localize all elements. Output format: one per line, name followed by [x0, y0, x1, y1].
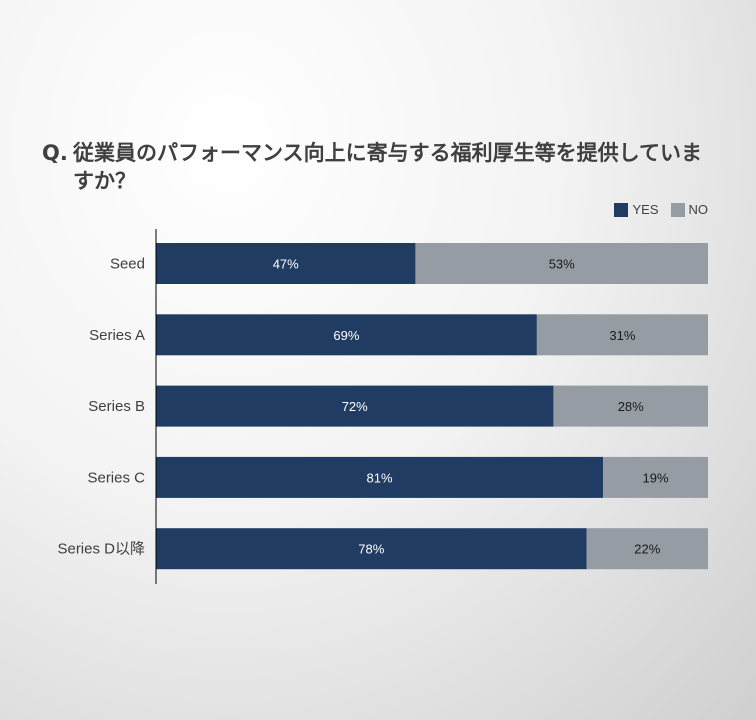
data-label-yes-series-c: 81%	[367, 470, 393, 485]
data-label-no-series-b: 28%	[618, 399, 644, 414]
chart-title: Q. 従業員のパフォーマンス向上に寄与する福利厚生等を提供していますか？	[42, 139, 722, 195]
bar-no-series-c	[603, 456, 708, 498]
bar-yes-series-a	[156, 314, 537, 356]
data-label-yes-seed: 47%	[273, 257, 299, 272]
legend: YES NO	[602, 202, 708, 217]
data-label-no-seed: 53%	[549, 257, 575, 272]
data-label-no-series-a: 31%	[609, 328, 635, 343]
category-label-series-c: Series C	[87, 469, 145, 486]
data-label-yes-series-b: 72%	[342, 399, 368, 414]
category-label-seed: Seed	[110, 256, 145, 273]
legend-swatch-yes	[614, 202, 629, 217]
legend-swatch-no	[670, 202, 685, 217]
data-label-no-series-d: 22%	[634, 542, 660, 557]
bar-yes-series-b	[156, 385, 554, 427]
bar-no-series-d	[586, 528, 708, 570]
legend-label-yes: YES	[632, 202, 659, 217]
legend-item-yes: YES	[614, 202, 659, 217]
legend-item-no: NO	[670, 202, 709, 217]
category-label-series-b: Series B	[88, 398, 145, 415]
bar-no-series-a	[536, 314, 708, 356]
bar-yes-series-d	[156, 528, 587, 570]
data-label-no-series-c: 19%	[643, 470, 669, 485]
category-label-series-d: Series D以降	[57, 541, 145, 558]
bar-no-series-b	[553, 385, 708, 427]
question-text: 従業員のパフォーマンス向上に寄与する福利厚生等を提供していますか？	[73, 141, 702, 193]
data-label-yes-series-d: 78%	[358, 542, 384, 557]
bar-yes-seed	[156, 243, 416, 284]
legend-label-no: NO	[688, 202, 709, 217]
question-prefix: Q.	[42, 141, 68, 165]
bar-no-seed	[415, 243, 708, 284]
bar-yes-series-c	[156, 456, 604, 498]
data-label-yes-series-a: 69%	[333, 328, 359, 343]
category-label-series-a: Series A	[89, 327, 145, 344]
